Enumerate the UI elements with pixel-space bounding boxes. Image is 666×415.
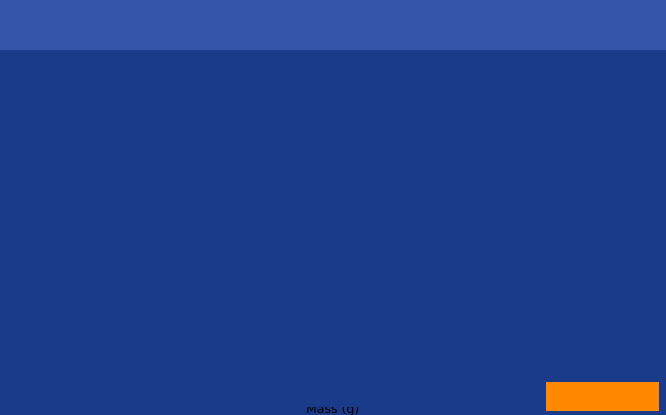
Text: Q Zoom: Q Zoom (253, 383, 303, 397)
Text: Answer: Answer (573, 389, 632, 403)
Text: 108: 108 (180, 124, 217, 142)
Text: 2A ✓: 2A ✓ (20, 22, 46, 32)
Y-axis label: Frequency density: Frequency density (173, 229, 183, 331)
Text: Work out how many Roman coins are in the museum’s collection in total.: Work out how many Roman coins are in the… (65, 154, 601, 169)
Text: 2B ✓: 2B ✓ (80, 22, 106, 32)
Bar (247, 222, 279, 378)
Bar (376, 261, 408, 378)
X-axis label: Mass (g): Mass (g) (306, 403, 360, 415)
Text: Summary: Summary (546, 22, 597, 32)
Text: 2G: 2G (380, 22, 394, 32)
Text: 2I: 2I (480, 22, 489, 32)
Text: histogram below.: histogram below. (270, 92, 396, 107)
Text: The masses of all of the Roman coins in a museum are recorded in the: The masses of all of the Roman coins in … (73, 67, 593, 82)
Bar (279, 319, 376, 378)
Text: of the coins each weigh between 8 g and 17 g.: of the coins each weigh between 8 g and … (246, 125, 611, 140)
Text: 2E ✓: 2E ✓ (260, 22, 285, 32)
Text: 2F ×: 2F × (320, 22, 344, 32)
Text: 2C ✓: 2C ✓ (140, 22, 166, 32)
Bar (193, 339, 247, 378)
Text: 2H: 2H (433, 22, 448, 32)
Text: Q: Q (226, 383, 236, 397)
Text: 2D ✓: 2D ✓ (200, 22, 226, 32)
